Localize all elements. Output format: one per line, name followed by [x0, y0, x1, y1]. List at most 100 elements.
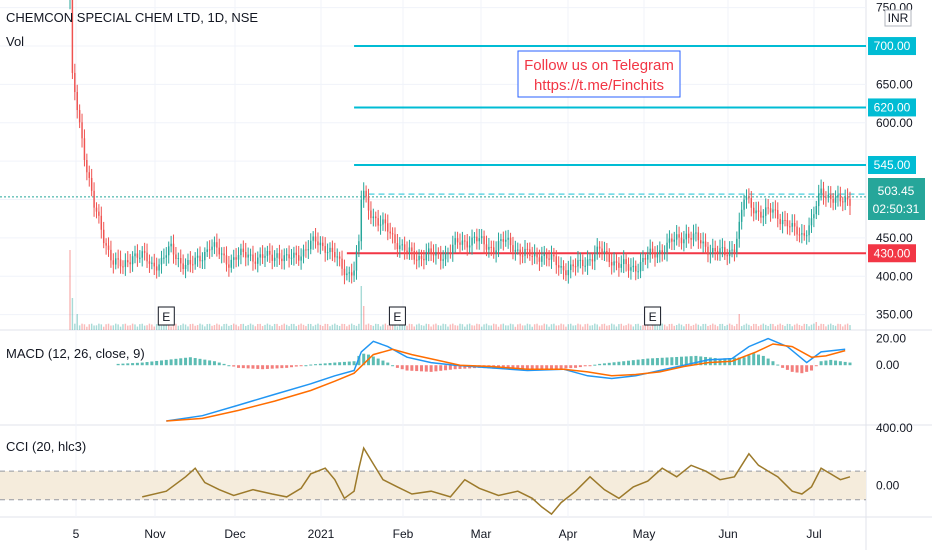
volume-bar	[832, 325, 834, 330]
candle-body	[204, 252, 206, 261]
level-tag-box	[868, 98, 916, 117]
macd-hist-bar	[641, 359, 645, 366]
volume-bar	[666, 326, 668, 330]
candle-body	[331, 247, 334, 252]
candle-body	[350, 272, 353, 276]
volume-bar	[266, 323, 269, 330]
volume-bar	[567, 324, 570, 330]
volume-bar	[334, 323, 336, 330]
volume-bar	[391, 323, 394, 330]
volume-bar	[627, 323, 630, 330]
level-tag: 620.00	[874, 100, 911, 114]
volume-bar	[423, 325, 425, 330]
macd-hist-bar	[294, 365, 298, 367]
volume-bar	[220, 326, 223, 330]
volume-bar	[805, 324, 808, 330]
candle-body	[810, 218, 813, 226]
candle-body	[555, 256, 558, 266]
volume-bar	[175, 323, 177, 330]
candle-body	[163, 257, 165, 259]
volume-bar	[249, 323, 252, 330]
macd-hist-bar	[602, 363, 606, 366]
candle-body	[574, 266, 577, 268]
volume-bar	[74, 323, 76, 330]
macd-hist-bar	[227, 365, 231, 367]
candle-body	[329, 247, 331, 253]
volume-bar	[586, 323, 589, 330]
candle-body	[849, 199, 851, 206]
candle-body	[519, 249, 521, 256]
volume-bar	[659, 325, 661, 330]
candle-body	[495, 250, 497, 254]
candle-body	[377, 218, 379, 226]
volume-bar	[285, 324, 288, 330]
candle-body	[490, 246, 493, 248]
volume-bar	[442, 323, 444, 330]
volume-bar	[346, 326, 348, 330]
volume-bar	[557, 325, 560, 330]
candle-body	[675, 234, 678, 240]
volume-bar	[136, 326, 139, 330]
volume-bar	[745, 323, 748, 330]
volume-bar	[170, 326, 172, 330]
candle-body	[767, 207, 769, 209]
macd-hist-bar	[732, 357, 736, 366]
volume-bar	[432, 324, 435, 330]
volume-bar	[370, 325, 372, 330]
candle-body	[107, 245, 110, 250]
candle-body	[618, 262, 620, 268]
volume-bar	[529, 324, 531, 330]
volume-bar	[478, 324, 480, 330]
volume-bar	[399, 324, 401, 330]
candle-body	[497, 241, 500, 251]
currency-badge[interactable]: INR	[888, 11, 909, 25]
candle-body	[124, 260, 127, 267]
candle-body	[789, 226, 791, 228]
candle-body	[180, 258, 182, 264]
candle-body	[846, 197, 849, 200]
candle-body	[596, 246, 598, 255]
candle-body	[765, 207, 767, 216]
macd-hist-bar	[145, 362, 149, 366]
volume-bar	[584, 324, 586, 330]
candle-body	[649, 248, 651, 255]
macd-hist-bar	[805, 365, 809, 372]
candle-body	[401, 244, 403, 246]
candle-body	[757, 210, 760, 212]
earnings-marker-box	[157, 306, 175, 326]
volume-bar	[242, 323, 245, 330]
candle-body	[141, 251, 143, 258]
candle-body	[480, 236, 483, 239]
candle-body	[709, 252, 712, 255]
volume-bar	[582, 326, 584, 330]
candle-body	[249, 254, 252, 256]
candle-body	[406, 250, 408, 253]
candle-body	[656, 254, 659, 258]
telegram-banner-line2[interactable]: https://t.me/Finchits	[534, 77, 664, 94]
volume-bar	[83, 324, 86, 330]
candle-body	[334, 251, 336, 258]
macd-line	[166, 337, 846, 422]
candle-body	[476, 236, 478, 242]
candle-body	[228, 264, 230, 268]
volume-bar	[257, 323, 259, 330]
candle-body	[488, 246, 490, 250]
volume-bar	[483, 324, 485, 330]
last-price-tag: 503.45	[878, 184, 915, 198]
volume-bar	[786, 323, 789, 330]
volume-bar	[719, 323, 721, 330]
candle-body	[129, 262, 131, 265]
candle-body	[353, 270, 355, 276]
volume-bar	[180, 325, 182, 330]
volume-bar	[430, 326, 432, 330]
volume-bar	[837, 323, 839, 330]
candle-body	[365, 190, 367, 197]
level-tag: 545.00	[874, 158, 911, 172]
macd-hist-bar	[198, 358, 202, 366]
candle-body	[213, 242, 216, 247]
volume-bar	[714, 324, 716, 330]
volume-bar	[748, 324, 750, 330]
candle-body	[468, 245, 471, 248]
candle-body	[182, 263, 184, 269]
candle-body	[550, 254, 553, 260]
